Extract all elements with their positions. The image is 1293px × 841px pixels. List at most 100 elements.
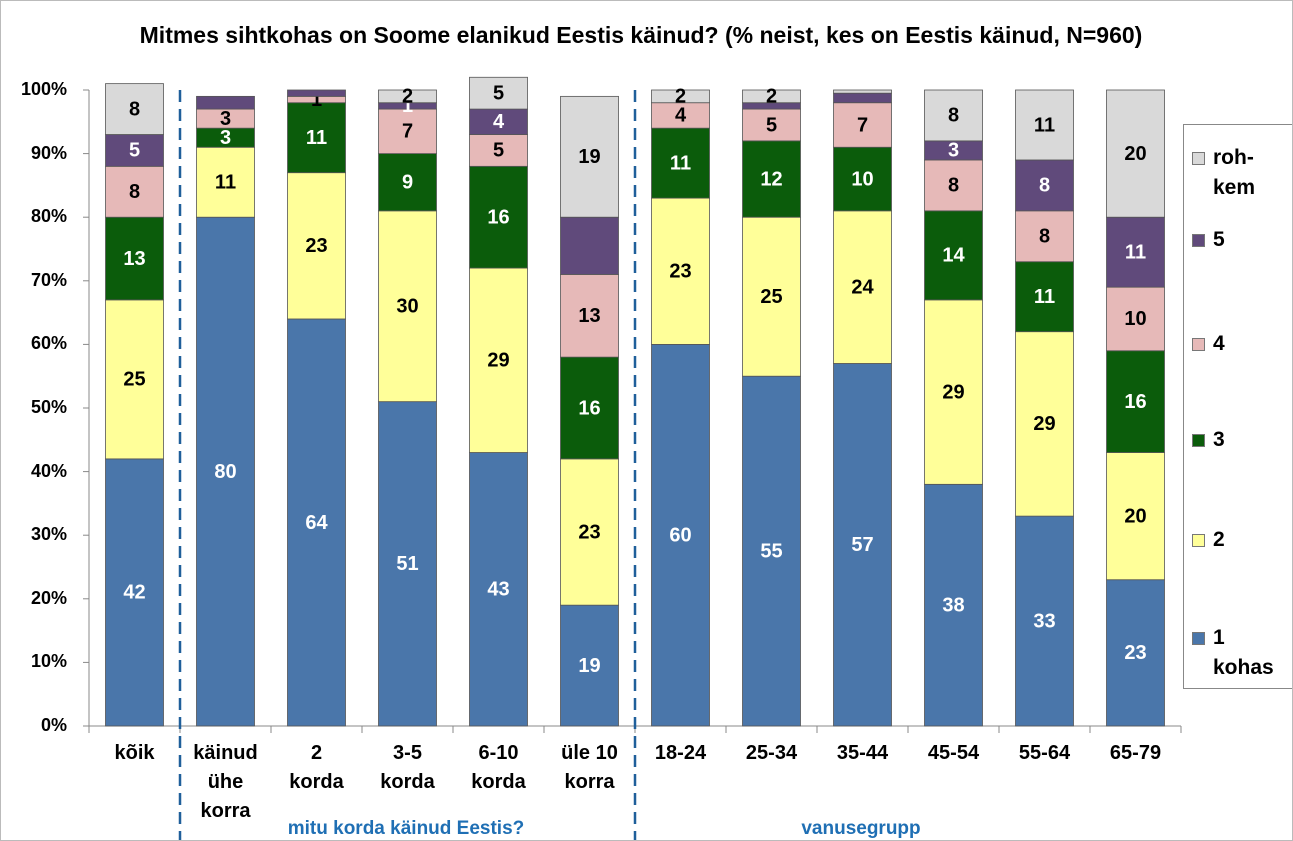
bar-segment: [1015, 89, 1074, 161]
bar-segment: [560, 458, 619, 606]
y-tick-label: 50%: [30, 397, 67, 417]
bar-segment: [378, 108, 437, 155]
bar-segment: [1106, 579, 1165, 727]
data-label: 55: [760, 540, 782, 562]
bar-segment: [924, 159, 983, 212]
data-label: 19: [578, 655, 600, 677]
bar-segment: [378, 401, 437, 727]
data-label: 5: [493, 82, 504, 104]
group-label: mitu korda käinud Eestis?: [287, 818, 525, 839]
bar-segment: [742, 375, 801, 727]
bar-segment: [833, 92, 892, 104]
data-label: 20: [1124, 505, 1146, 527]
data-label: 8: [1039, 226, 1050, 248]
data-label: 16: [578, 397, 600, 419]
bar-segment: [560, 274, 619, 358]
data-label: 7: [402, 121, 413, 143]
data-label: 11: [306, 127, 327, 149]
bar-segment: [924, 89, 983, 142]
bar-segment: [1106, 89, 1165, 218]
data-label: 5: [493, 140, 504, 162]
data-label: 64: [305, 512, 328, 534]
bar-segment: [105, 165, 164, 218]
y-tick-label: 40%: [30, 460, 67, 481]
bar-segment: [742, 216, 801, 377]
legend-swatch: [1192, 234, 1205, 247]
data-label: 60: [669, 524, 691, 546]
legend-swatch: [1192, 434, 1205, 447]
bar-segment: [651, 343, 710, 727]
data-label: 8: [948, 105, 959, 127]
data-label: 23: [305, 235, 327, 257]
y-tick-label: 80%: [30, 206, 67, 227]
data-label: 8: [948, 175, 959, 197]
y-tick-label: 0%: [40, 715, 67, 735]
bar-segment: [651, 127, 710, 199]
data-label: 1: [402, 95, 413, 117]
bar-segment: [1015, 331, 1074, 517]
bar-segment: [105, 83, 164, 135]
y-tick-label: 30%: [30, 524, 67, 545]
bar-segment: [105, 216, 164, 301]
bar-segment: [287, 89, 346, 97]
legend-label: roh-kem: [1213, 146, 1256, 199]
y-tick-label: 60%: [30, 333, 67, 354]
bar-segment: [833, 89, 892, 94]
y-tick-label: 10%: [30, 651, 67, 672]
x-tick-label: 2 korda: [289, 742, 344, 793]
data-label: 24: [851, 276, 874, 298]
x-tick-label: 35-44: [836, 742, 889, 764]
x-tick-label: 3-5 korda: [380, 742, 435, 793]
data-label: 20: [1124, 143, 1146, 165]
bar-segment: [287, 172, 346, 320]
data-label: 29: [942, 381, 964, 403]
data-label: 14: [942, 245, 965, 267]
data-label: 7: [857, 114, 868, 136]
bar-segment: [196, 95, 255, 110]
data-label: 11: [1034, 286, 1055, 308]
data-label: 4: [675, 105, 687, 127]
data-label: 42: [123, 582, 145, 604]
data-label: 3: [948, 140, 959, 162]
data-label: 43: [487, 579, 509, 601]
data-label: 8: [129, 98, 140, 120]
bar-segment: [924, 210, 983, 301]
data-label: 5: [766, 114, 777, 136]
x-tick-label: 65-79: [1109, 742, 1162, 764]
x-tick-label: 45-54: [927, 742, 980, 764]
data-label: 33: [1033, 610, 1055, 632]
data-label: 11: [215, 172, 236, 194]
data-label: 13: [578, 305, 600, 327]
data-label: 29: [1033, 413, 1055, 435]
y-tick-label: 100%: [20, 79, 67, 99]
bar-segment: [742, 89, 801, 104]
data-label: 23: [669, 261, 691, 283]
bar-segment: [469, 76, 528, 110]
legend-swatch: [1192, 632, 1205, 645]
x-tick-label: 55-64: [1018, 742, 1071, 764]
x-tick-label: üle 10 korra: [561, 742, 618, 793]
bar-segment: [469, 134, 528, 167]
y-tick-label: 20%: [30, 587, 67, 608]
data-label: 25: [123, 369, 145, 391]
data-label: 16: [1124, 391, 1146, 413]
data-label: 57: [851, 534, 873, 556]
legend-swatch: [1192, 534, 1205, 547]
group-label: vanusegrupp: [801, 818, 921, 839]
bar-segment: [196, 216, 255, 727]
x-tick-label: kõik: [114, 742, 155, 764]
chart-title: Mitmes sihtkohas on Soome elanikud Eesti…: [139, 22, 1143, 48]
legend-label: 1 kohas: [1213, 626, 1274, 679]
bar-segment: [378, 89, 437, 104]
data-label: 11: [1034, 114, 1055, 136]
bar-segment: [105, 299, 164, 460]
x-tick-label: käinud ühe korra: [193, 742, 258, 822]
bar-segment: [560, 95, 619, 218]
bar-segment: [1106, 286, 1165, 352]
data-label: 11: [1125, 241, 1146, 263]
data-label: 30: [396, 296, 418, 318]
legend-swatch: [1192, 152, 1205, 165]
data-label: 3: [220, 108, 231, 130]
y-tick-label: 90%: [30, 142, 67, 163]
bar-segment: [378, 210, 437, 403]
